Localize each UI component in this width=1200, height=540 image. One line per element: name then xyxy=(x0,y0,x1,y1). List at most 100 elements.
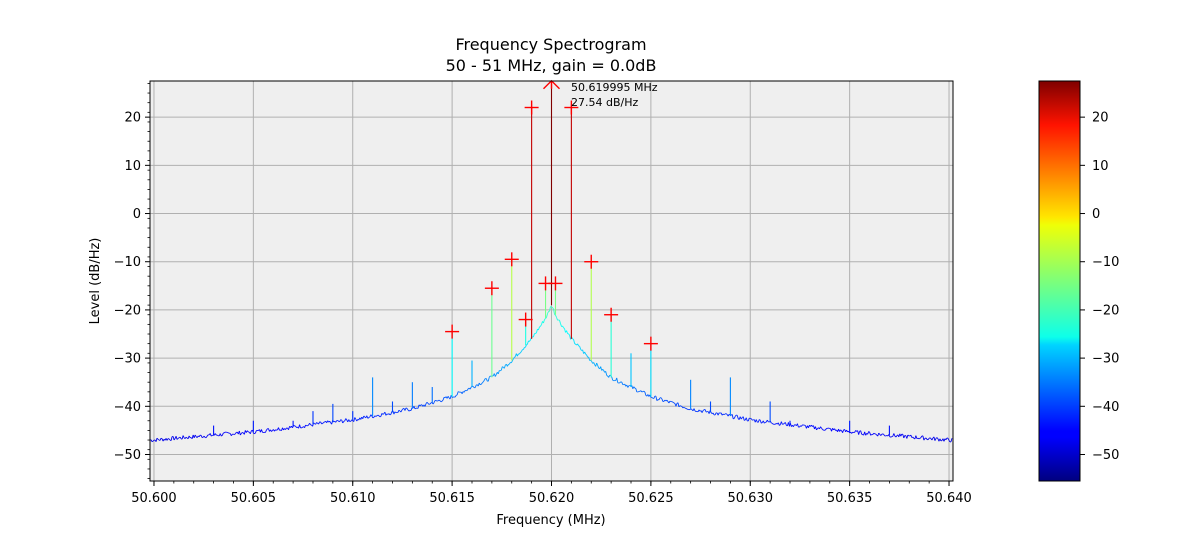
spectrum-segment xyxy=(265,429,267,433)
spectrum-segment xyxy=(200,435,203,438)
spectrum-segment xyxy=(917,437,920,440)
spectrum-segment xyxy=(278,427,280,431)
spectrum-segment xyxy=(596,362,599,366)
spectrum-lines xyxy=(150,81,953,443)
spectrum-segment xyxy=(408,410,411,412)
spectrum-segment xyxy=(166,438,169,441)
spectrum-segment xyxy=(582,349,585,354)
spectrum-segment xyxy=(463,390,466,393)
spectrum-segment xyxy=(919,437,922,439)
spectrum-segment xyxy=(438,399,441,402)
spectrum-segment xyxy=(522,347,525,350)
spectrum-segment xyxy=(497,370,500,374)
peak-level-label: 27.54 dB/Hz xyxy=(571,96,638,109)
spectrum-segment xyxy=(678,405,681,408)
spectrum-segment xyxy=(920,435,923,438)
spectrum-segment xyxy=(840,429,842,432)
spectrum-segment xyxy=(426,401,429,404)
spectrum-segment xyxy=(935,437,938,439)
spectrum-segment xyxy=(683,406,686,409)
spectrum-segment xyxy=(822,429,824,431)
spectrum-segment xyxy=(510,360,513,363)
spectrum-segment xyxy=(725,413,728,415)
spectrum-segment xyxy=(575,343,577,346)
spectrum-segment xyxy=(562,325,564,328)
spectrum-segment xyxy=(664,399,667,402)
spectrum-segment xyxy=(456,391,459,396)
spectrum-segment xyxy=(889,436,891,438)
spectrum-segment xyxy=(936,437,939,439)
spectrum-segment xyxy=(238,430,241,436)
spectrum-segment xyxy=(775,423,777,425)
spectrum-segment xyxy=(950,438,953,442)
spectrum-segment xyxy=(849,431,851,434)
colorbar-tick-label: −50 xyxy=(1092,448,1119,463)
spectrum-segment xyxy=(488,375,491,378)
spectrum-segment xyxy=(304,424,306,428)
spectrum-segment xyxy=(224,431,226,434)
spectrum-segment xyxy=(513,357,515,360)
spectrum-segment xyxy=(640,390,643,393)
spectrum-segment xyxy=(580,348,582,351)
spectrum-segment xyxy=(514,356,516,358)
spectrum-segment xyxy=(173,438,176,441)
spectrum-segment xyxy=(577,343,580,347)
y-tick-label: −20 xyxy=(114,303,141,318)
colorbar-tick-label: −40 xyxy=(1092,400,1119,415)
spectrum-segment xyxy=(427,403,430,405)
spectrum-segment xyxy=(796,423,799,428)
spectrum-segment xyxy=(757,419,760,423)
spectrum-segment xyxy=(296,426,298,429)
spectrum-segment xyxy=(474,384,477,388)
y-tick-label: 0 xyxy=(133,207,141,222)
spectrum-segment xyxy=(552,307,554,310)
spectrum-segment xyxy=(266,428,268,431)
colorbar-tick-label: 0 xyxy=(1092,207,1100,222)
y-axis-label: Level (dB/Hz) xyxy=(88,238,103,325)
x-tick-label: 50.640 xyxy=(926,491,972,506)
spectrum-segment xyxy=(801,424,803,427)
spectrum-segment xyxy=(309,423,311,426)
spectrum-segment xyxy=(249,430,252,434)
spectrum-segment xyxy=(702,409,705,411)
spectrum-segment xyxy=(432,402,435,405)
spectrum-segment xyxy=(401,408,404,411)
spectrum-segment xyxy=(755,419,758,423)
spectrum-segment xyxy=(178,436,181,439)
spectrum-segment xyxy=(549,306,551,312)
spectrum-segment xyxy=(825,428,827,431)
spectrum-segment xyxy=(658,397,661,401)
spectrum-segment xyxy=(329,420,332,423)
spectrum-segment xyxy=(526,340,529,345)
spectrum-segment xyxy=(538,326,540,331)
spectrum-segment xyxy=(536,329,538,334)
spectrum-segment xyxy=(616,377,619,383)
spectrum-segment xyxy=(860,430,863,435)
spectrum-segment xyxy=(656,399,659,401)
spectrum-segment xyxy=(333,420,335,423)
spectrum-segment xyxy=(503,365,506,369)
spectrum-segment xyxy=(742,416,745,421)
spectrum-segment xyxy=(389,413,392,416)
colorbar-tick-label: 10 xyxy=(1092,159,1109,174)
spectrum-segment xyxy=(221,432,224,436)
spectrum-segment xyxy=(385,413,388,416)
spectrum-segment xyxy=(233,433,235,436)
spectrum-segment xyxy=(211,435,213,437)
spectrum-segment xyxy=(157,438,160,441)
spectrum-segment xyxy=(639,390,642,392)
spectrum-segment xyxy=(335,420,338,423)
spectrum-segment xyxy=(175,436,178,440)
spectrum-segment xyxy=(733,416,736,419)
spectrum-segment xyxy=(761,422,763,424)
spectrum-segment xyxy=(241,432,243,434)
spectrum-segment xyxy=(671,401,674,403)
spectrum-segment xyxy=(929,437,932,439)
spectrum-segment xyxy=(410,407,413,411)
spectrum-segment xyxy=(363,415,366,418)
spectrum-segment xyxy=(407,409,410,412)
spectrum-segment xyxy=(736,415,739,419)
spectrum-segment xyxy=(560,323,562,327)
spectrum-segment xyxy=(377,414,380,417)
spectrum-segment xyxy=(155,438,158,442)
